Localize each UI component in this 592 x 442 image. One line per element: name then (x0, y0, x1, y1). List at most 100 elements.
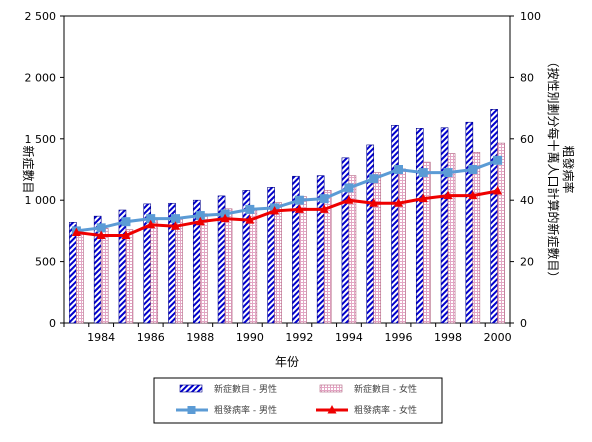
marker-male-rate (443, 168, 453, 178)
y-left-axis-title: 新症數目 (21, 145, 36, 193)
marker-male-rate (418, 168, 428, 178)
legend-label: 粗發病率 - 女性 (354, 404, 417, 416)
marker-female-rate (270, 205, 280, 215)
marker-female-rate (493, 185, 503, 195)
marker-female-rate (369, 198, 379, 207)
marker-female-rate (319, 204, 329, 213)
bar-female (224, 208, 233, 324)
marker-male-rate (369, 174, 379, 184)
y-left-tick-label: 2 500 (25, 10, 57, 23)
y-right-tick-label: 20 (520, 256, 534, 269)
marker-male-rate (245, 204, 255, 214)
axes: 0 500 1 000 1 500 2 000 2 500 0 20 40 60 80 100 1984… (21, 10, 576, 369)
bar-male (118, 209, 127, 324)
marker-male-rate (294, 195, 304, 205)
bar-female (150, 219, 159, 324)
bar-female (447, 153, 456, 324)
bar-male (465, 121, 474, 324)
y-left-tick-label: 1 000 (25, 194, 57, 207)
marker-female-rate (443, 190, 453, 200)
y-right-tick-label: 100 (520, 10, 541, 23)
bar-female (398, 168, 406, 324)
marker-male-rate (146, 214, 156, 224)
legend-swatch (179, 384, 203, 393)
marker-male-rate (344, 183, 354, 193)
plot-frame (63, 15, 511, 324)
x-tick-label: 1988 (186, 331, 214, 344)
bar-female (422, 161, 431, 324)
legend-label: 粗發病率 - 男性 (214, 404, 277, 416)
bar-female (199, 213, 208, 324)
bar-male (440, 127, 449, 324)
bar-female (472, 152, 481, 324)
x-tick-label: 1986 (137, 331, 165, 344)
y-right-axis-title: 粗發病率 (561, 145, 576, 193)
x-tick-label: 1994 (335, 331, 363, 344)
y-right-axis-subtitle: （按性別劃分每十萬人口計算的新症數目） (546, 55, 561, 283)
x-tick-label: 1990 (236, 331, 264, 344)
y-right-tick-label: 80 (520, 71, 534, 84)
legend-swatch (319, 384, 343, 393)
y-left-tick-label: 2 000 (25, 71, 57, 84)
marker-female-rate (418, 193, 428, 203)
x-tick-label: 1984 (87, 331, 115, 344)
marker-female-rate (245, 215, 255, 224)
line-female-rate (76, 189, 498, 237)
x-tick-label: 1996 (385, 331, 413, 344)
bar-female (249, 208, 258, 324)
x-axis-title: 年份 (275, 355, 299, 369)
bar-female (125, 229, 134, 324)
bar-male (415, 128, 424, 324)
y-right-tick-label: 0 (520, 317, 527, 330)
bar-male (69, 222, 77, 324)
bar-female (100, 228, 109, 324)
bar-female (373, 172, 382, 324)
bar-group (69, 109, 505, 324)
marker-male-rate (195, 211, 205, 221)
marker-female-rate (468, 190, 478, 200)
marker-male-rate (468, 165, 478, 174)
legend-label: 新症數目 - 男性 (214, 383, 277, 395)
marker-male-rate (121, 217, 131, 227)
marker-male-rate (96, 223, 106, 233)
legend-label: 新症數目 - 女性 (354, 383, 417, 395)
x-tick-label: 2000 (484, 331, 512, 344)
y-right-tick-label: 60 (520, 133, 534, 146)
marker-female-rate (171, 221, 180, 230)
marker-female-rate (195, 216, 205, 226)
bar-male (391, 124, 399, 324)
y-left-tick-label: 0 (49, 317, 56, 330)
y-right-tick-label: 40 (520, 194, 534, 207)
bar-female (323, 190, 332, 324)
bar-female (175, 218, 183, 324)
marker-male-rate (493, 155, 503, 165)
marker-female-rate (220, 213, 230, 223)
marker-female-rate (121, 230, 131, 239)
bar-male (366, 144, 375, 324)
line-group (71, 155, 503, 239)
bar-female (299, 196, 307, 324)
marker-female-rate (146, 219, 156, 229)
x-tick-label: 1998 (434, 331, 462, 344)
marker-male-rate (171, 214, 180, 224)
marker-female-rate (294, 204, 304, 213)
bar-male (490, 109, 498, 324)
y-left-tick-label: 500 (35, 256, 56, 269)
marker-female-rate (96, 230, 106, 239)
marker-male-rate (319, 194, 329, 204)
bar-female (274, 202, 282, 324)
marker-female-rate (394, 198, 403, 207)
legend-marker (327, 405, 337, 414)
plot-area (63, 15, 511, 324)
marker-female-rate (344, 195, 354, 204)
bar-female (497, 142, 505, 324)
bar-male (341, 157, 350, 324)
legend-marker (187, 406, 196, 414)
marker-female-rate (71, 227, 81, 236)
y-left-tick-label: 1 500 (25, 133, 57, 146)
bar-female (76, 231, 84, 324)
marker-male-rate (394, 165, 403, 174)
